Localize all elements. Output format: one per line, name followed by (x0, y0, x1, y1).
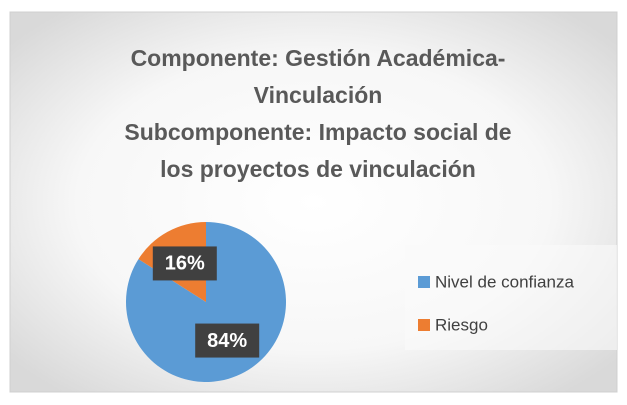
legend-label: Nivel de confianza (435, 272, 574, 291)
data-label: 16% (165, 253, 205, 275)
legend-box (405, 245, 617, 350)
chart-title: Vinculación (254, 82, 383, 108)
data-label-box (195, 323, 260, 358)
data-label: 84% (207, 330, 247, 352)
data-label-box (152, 246, 217, 281)
legend-swatch (418, 319, 430, 331)
legend-label: Riesgo (435, 315, 488, 334)
chart-title: Componente: Gestión Académica- (131, 45, 506, 71)
chart-title: los proyectos de vinculación (160, 156, 476, 182)
chart-title: Subcomponente: Impacto social de (124, 119, 511, 145)
legend-swatch (418, 276, 430, 288)
